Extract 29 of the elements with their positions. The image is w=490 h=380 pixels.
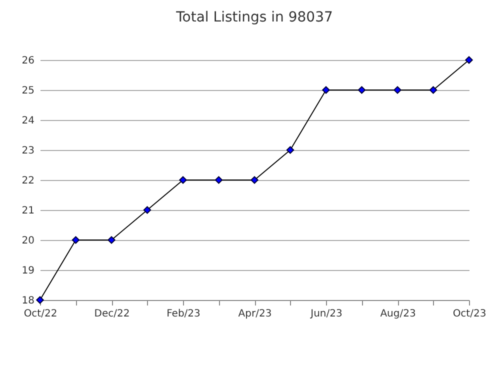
y-tick-label: 20 bbox=[22, 236, 34, 246]
point bbox=[286, 146, 294, 154]
x-tick-label: Oct/23 bbox=[452, 308, 486, 320]
point bbox=[358, 86, 366, 94]
point bbox=[465, 56, 473, 64]
point bbox=[322, 86, 330, 94]
x-tick-label: Dec/22 bbox=[94, 308, 130, 320]
y-tick-label: 23 bbox=[22, 146, 34, 156]
point bbox=[108, 236, 116, 244]
y-tick-label: 25 bbox=[22, 86, 34, 96]
x-tick-label: Apr/23 bbox=[238, 308, 272, 320]
x-tick-label: Aug/23 bbox=[380, 308, 416, 320]
x-tick-label: Feb/23 bbox=[166, 308, 200, 320]
x-tick-label: Oct/22 bbox=[24, 308, 58, 320]
point bbox=[143, 206, 152, 214]
x-tick-label: Jun/23 bbox=[310, 308, 342, 320]
y-tick-label: 26 bbox=[22, 56, 34, 66]
y-tick-label: 22 bbox=[22, 176, 34, 186]
chart-title: Total Listings in 98037 bbox=[175, 10, 333, 26]
point bbox=[72, 236, 80, 244]
y-tick-label: 21 bbox=[22, 206, 34, 216]
y-tick-label: 24 bbox=[22, 116, 34, 126]
point bbox=[214, 176, 223, 184]
y-tick-label: 18 bbox=[22, 296, 34, 306]
point bbox=[429, 86, 438, 94]
point bbox=[250, 176, 258, 184]
point bbox=[394, 86, 402, 94]
point bbox=[179, 176, 187, 184]
y-tick-label: 19 bbox=[22, 266, 34, 276]
